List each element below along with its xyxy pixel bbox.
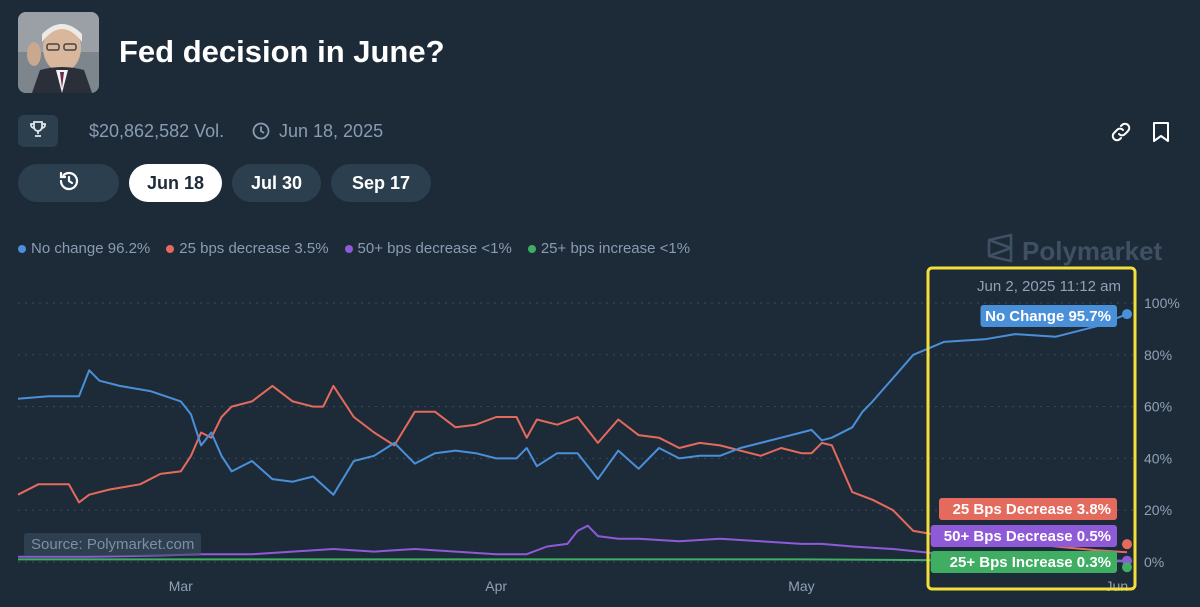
tooltip-box	[980, 305, 1117, 327]
series-50-bps-decrease-line	[18, 524, 1128, 562]
end-dot-25-bps-increase	[1122, 562, 1132, 573]
tooltip-label: 25+ Bps Increase 0.3%	[950, 554, 1111, 571]
chart-legend: No change 96.2% 25 bps decrease 3.5% 50+…	[18, 240, 690, 257]
tooltip-label: 50+ Bps Decrease 0.5%	[944, 528, 1111, 545]
volume-text: $20,862,582 Vol.	[89, 121, 225, 141]
hover-date-label: Jun 2, 2025 11:12 am	[977, 278, 1121, 295]
legend-dot	[166, 244, 175, 253]
legend-item-no-change[interactable]: No change 96.2%	[18, 240, 150, 257]
y-tick-label: 80%	[1144, 347, 1172, 363]
tab-sep-17[interactable]: Sep 17	[331, 164, 431, 202]
legend-dot	[344, 244, 353, 253]
x-tick-label: Mar	[169, 578, 193, 594]
polymarket-logo-icon	[986, 233, 1014, 270]
legend-dot	[527, 244, 536, 253]
series-25-bps-increase-line	[18, 558, 1128, 563]
legend-item-25-bps-decrease[interactable]: 25 bps decrease 3.5%	[166, 240, 329, 257]
highlight-box	[926, 266, 1137, 591]
series-25-bps-decrease-line	[17, 384, 1128, 554]
series-no-change-line	[17, 313, 1128, 496]
x-tick-label: Jun	[1106, 578, 1129, 594]
tab-jun-18[interactable]: Jun 18	[129, 164, 222, 202]
tooltip-label: 25 Bps Decrease 3.8%	[953, 501, 1111, 518]
legend-item-50-bps-decrease[interactable]: 50+ bps decrease <1%	[344, 240, 512, 257]
hover-overlay: Jun 2, 2025 11:12 am No Change 95.7% 25 Bp…	[926, 266, 1137, 591]
y-tick-label: 40%	[1144, 450, 1172, 466]
y-tick-label: 60%	[1144, 399, 1172, 415]
chart-series	[17, 313, 1128, 563]
source-label: Source: Polymarket.com	[24, 533, 202, 556]
history-button[interactable]	[18, 164, 119, 202]
chart-grid	[18, 302, 1135, 563]
market-avatar	[18, 12, 99, 93]
y-tick-label: 0%	[1144, 554, 1164, 570]
tooltip-50-bps-decrease: 50+ Bps Decrease 0.5%	[930, 525, 1117, 547]
tooltip-box	[939, 498, 1117, 520]
end-dot-no-change	[1122, 309, 1132, 320]
legend-label: 25 bps decrease 3.5%	[179, 240, 329, 257]
y-tick-label: 20%	[1144, 502, 1172, 518]
x-tick-label: May	[788, 578, 814, 594]
tooltip-box	[930, 525, 1117, 547]
history-icon	[57, 169, 81, 198]
tooltip-25-bps-decrease: 25 Bps Decrease 3.8%	[939, 498, 1117, 520]
bookmark-icon[interactable]	[1152, 121, 1170, 148]
legend-label: No change 96.2%	[31, 240, 151, 257]
brand-name: Polymarket	[1022, 236, 1163, 266]
x-tick-label: Apr	[485, 578, 507, 594]
link-icon[interactable]	[1110, 121, 1132, 148]
tooltip-25-bps-increase: 25+ Bps Increase 0.3%	[930, 551, 1117, 573]
legend-label: 50+ bps decrease <1%	[357, 240, 512, 257]
tab-jul-30[interactable]: Jul 30	[232, 164, 321, 202]
tooltip-box	[930, 551, 1117, 573]
x-axis: Mar Apr May Jun	[169, 578, 1128, 594]
end-dot-25-bps-decrease	[1122, 539, 1132, 550]
page-title: Fed decision in June?	[119, 34, 445, 69]
legend-item-25-bps-increase[interactable]: 25+ bps increase <1%	[527, 240, 691, 257]
y-tick-label: 100%	[1144, 295, 1180, 311]
legend-label: 25+ bps increase <1%	[540, 240, 691, 257]
trophy-icon	[29, 120, 47, 143]
legend-dot	[18, 244, 26, 253]
clock-icon	[252, 122, 270, 145]
end-date: Jun 18, 2025	[279, 121, 384, 141]
polymarket-brand: Polymarket	[986, 233, 1162, 270]
tooltip-no-change: No Change 95.7%	[980, 305, 1117, 327]
tooltip-label: No Change 95.7%	[985, 308, 1111, 325]
trophy-button[interactable]	[18, 115, 58, 147]
y-axis: 100% 80% 60% 40% 20% 0%	[1144, 295, 1180, 570]
